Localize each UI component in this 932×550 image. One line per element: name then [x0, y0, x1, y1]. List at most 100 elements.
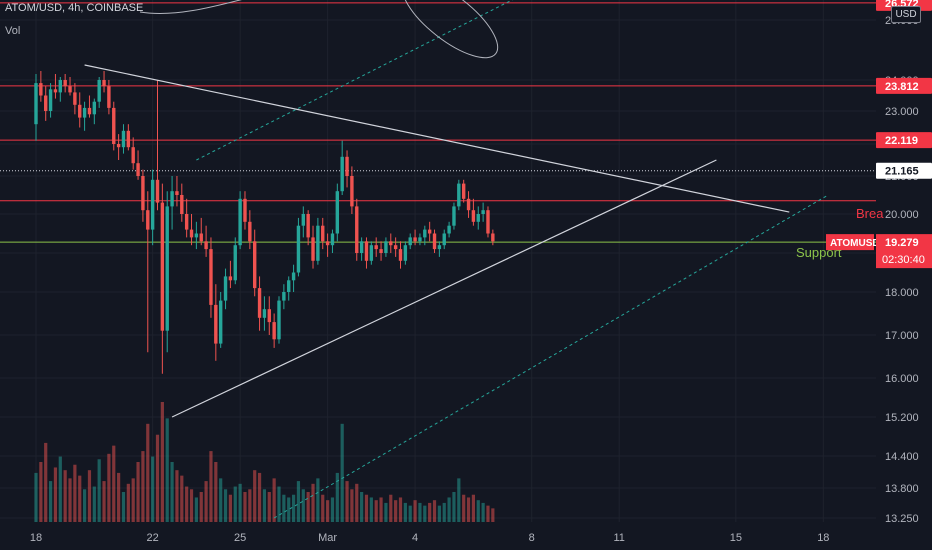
volume-bar: [364, 494, 369, 522]
candle-body: [461, 183, 466, 199]
volume-bar: [262, 489, 267, 522]
volume-bar: [457, 478, 461, 522]
price-tag-label: 26.572: [885, 0, 919, 10]
volume-bar: [146, 423, 150, 522]
candle-body: [53, 89, 58, 93]
candle-body: [253, 241, 257, 289]
candle-body: [301, 214, 305, 226]
channel-line: [196, 0, 514, 161]
volume-bar: [58, 456, 62, 522]
volume-bar: [97, 459, 101, 522]
horizontal-levels: [0, 2, 876, 243]
candle-body: [107, 86, 111, 108]
volume-bar: [44, 442, 48, 522]
volume-bar: [423, 505, 427, 522]
candle-body: [403, 245, 408, 261]
volume-bar: [102, 481, 106, 522]
volume-bar: [194, 497, 198, 522]
candle-body: [452, 206, 456, 226]
price-tag-box: [876, 162, 932, 179]
candle-body: [282, 292, 286, 301]
candle-body: [364, 241, 369, 261]
currency-button[interactable]: USD: [891, 6, 921, 23]
candle-body: [189, 229, 194, 238]
volume-bar: [121, 492, 126, 522]
price-tag-label: 23.812: [885, 81, 919, 93]
volume-bar: [185, 486, 189, 522]
volume-bar: [486, 505, 490, 522]
volume-bar: [335, 472, 339, 522]
volume-bar: [321, 494, 325, 522]
candle-body: [491, 233, 495, 242]
y-tick-label: 23.000: [885, 106, 919, 118]
candle-body: [369, 245, 374, 261]
candle-body: [306, 214, 310, 238]
volume-bar: [442, 502, 446, 522]
volume-bar: [78, 475, 82, 522]
candle-body: [223, 276, 228, 301]
y-tick-label: 13.250: [885, 513, 919, 525]
volume-bar: [301, 489, 305, 522]
volume-bar: [432, 500, 437, 522]
volume-bar: [243, 492, 247, 522]
volume-bar: [466, 497, 471, 522]
channel-line: [273, 194, 829, 519]
volume-label: Vol: [5, 25, 21, 37]
volume-bar: [34, 472, 38, 522]
volume-bars: [34, 402, 495, 522]
volume-bar: [155, 434, 160, 522]
candle-body: [384, 241, 388, 253]
candle-body: [481, 210, 485, 214]
candle-body: [335, 191, 340, 234]
volume-bar: [277, 486, 281, 522]
volume-bar: [160, 402, 164, 522]
candle-body: [316, 225, 320, 261]
volume-bar: [151, 456, 155, 522]
candle-body: [34, 83, 38, 125]
volume-bar: [214, 462, 218, 522]
candle-body: [131, 147, 135, 164]
price-tag-label: 22.119: [885, 135, 918, 147]
candle-body: [340, 156, 344, 192]
candle-body: [194, 233, 199, 238]
volume-bar: [68, 478, 72, 522]
volume-bar: [136, 462, 140, 522]
candle-body: [92, 101, 97, 115]
x-tick-label: 18: [30, 532, 42, 544]
candle-body: [418, 237, 422, 242]
candle-body: [78, 104, 82, 118]
candle-body: [471, 210, 476, 222]
volume-bar: [287, 497, 291, 522]
volume-bar: [413, 500, 417, 522]
y-tick-label: 16.000: [885, 373, 919, 385]
candle-body: [48, 89, 53, 111]
x-axis: 18 22 25 Mar 4 8 11 15 18: [30, 532, 830, 544]
candle-body: [379, 249, 383, 253]
candle-body: [160, 202, 165, 331]
volume-bar: [350, 489, 354, 522]
candle-body: [238, 198, 242, 246]
x-tick-label: Mar: [318, 532, 337, 544]
volume-bar: [199, 492, 203, 522]
volume-bar: [452, 492, 456, 522]
volume-bar: [63, 470, 67, 522]
volume-bar: [73, 464, 77, 522]
candle-body: [116, 144, 121, 148]
chart-grid: [0, 0, 876, 522]
volume-bar: [316, 478, 320, 522]
x-tick-label: 22: [147, 532, 159, 544]
volume-bar: [126, 483, 130, 522]
volume-bar: [117, 472, 121, 522]
last-price-label: 19.279: [885, 237, 919, 249]
volume-bar: [209, 451, 213, 522]
volume-bar: [223, 489, 228, 522]
candle-body: [413, 237, 417, 242]
candle-body: [389, 241, 393, 246]
volume-bar: [476, 500, 480, 522]
candle-body: [126, 130, 131, 148]
drawing-arc: [139, 0, 242, 14]
candle-body: [267, 309, 271, 323]
candle-body: [204, 241, 208, 250]
x-tick-label: 15: [730, 532, 742, 544]
